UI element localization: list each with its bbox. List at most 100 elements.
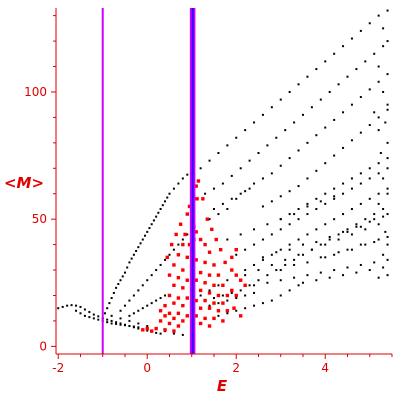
spectrum-point <box>253 243 256 246</box>
highlight-point <box>167 293 172 298</box>
spectrum-point <box>253 284 256 287</box>
highlight-point <box>238 314 243 318</box>
spectrum-point <box>337 233 340 236</box>
spectrum-point <box>159 207 162 210</box>
highlight-point <box>149 329 154 333</box>
spectrum-point <box>119 323 122 326</box>
spectrum-point <box>284 258 287 261</box>
highlight-point <box>181 319 185 323</box>
spectrum-point <box>106 321 109 324</box>
spectrum-point <box>297 185 300 188</box>
highlight-point <box>203 316 207 321</box>
highlight-point <box>158 319 163 323</box>
spectrum-point <box>386 243 389 246</box>
spectrum-point <box>337 83 340 86</box>
spectrum-point <box>288 90 291 93</box>
spectrum-point <box>279 269 282 272</box>
highlight-point <box>163 328 167 332</box>
spectrum-point <box>324 223 327 226</box>
highlight-point <box>141 328 145 332</box>
spectrum-point <box>324 202 327 205</box>
highlight-point <box>181 242 185 247</box>
spectrum-point <box>359 243 362 246</box>
spectrum-point <box>230 174 233 177</box>
spectrum-point <box>266 274 269 277</box>
spectrum-point <box>350 248 353 251</box>
spectrum-point <box>135 249 138 252</box>
spectrum-point <box>146 230 149 233</box>
spectrum-point <box>368 220 371 223</box>
spectrum-point <box>368 177 371 180</box>
spectrum-point <box>319 271 322 274</box>
spectrum-point <box>288 223 291 226</box>
spectrum-point <box>315 134 318 137</box>
spectrum-point <box>137 327 140 330</box>
highlight-point <box>194 184 198 188</box>
spectrum-point <box>350 103 353 106</box>
spectrum-point <box>217 213 220 216</box>
spectrum-point <box>148 227 151 230</box>
highlight-point <box>194 278 198 282</box>
spectrum-point <box>386 103 389 106</box>
spectrum-point <box>386 167 389 170</box>
spectrum-point <box>92 317 95 320</box>
highlight-point <box>198 270 203 275</box>
spectrum-point <box>208 304 211 307</box>
spectrum-point <box>261 113 264 116</box>
spectrum-point <box>377 129 380 132</box>
spectrum-point <box>226 299 229 302</box>
spectrum-point <box>377 238 380 241</box>
y-tick-label: 0 <box>39 339 47 353</box>
highlight-point <box>187 204 192 209</box>
spectrum-point <box>226 238 229 241</box>
spectrum-point <box>342 230 345 233</box>
spectrum-point <box>226 279 229 282</box>
highlight-point <box>203 281 207 285</box>
spectrum-point <box>110 319 113 322</box>
highlight-point <box>230 255 234 260</box>
spectrum-point <box>137 246 140 249</box>
spectrum-point <box>386 213 389 216</box>
spectrum-point <box>235 309 238 312</box>
spectrum-point <box>382 90 385 93</box>
spectrum-point <box>386 9 389 12</box>
x-tick-label: -2 <box>52 361 64 375</box>
spectrum-point <box>226 312 229 315</box>
highlight-point <box>216 293 221 298</box>
highlight-point <box>172 263 176 267</box>
spectrum-point <box>141 307 144 310</box>
spectrum-point <box>279 218 282 221</box>
highlight-point <box>196 179 201 183</box>
x-tick-label: 2 <box>232 361 240 375</box>
spectrum-point <box>88 311 91 314</box>
spectrum-point <box>208 159 211 162</box>
spectrum-point <box>306 177 309 180</box>
spectrum-point <box>333 118 336 121</box>
spectrum-point <box>342 146 345 149</box>
spectrum-point <box>333 269 336 272</box>
highlight-point <box>230 288 234 293</box>
highlight-point <box>207 291 212 295</box>
spectrum-point <box>155 331 158 334</box>
spectrum-point <box>270 106 273 109</box>
spectrum-point <box>350 233 353 236</box>
spectrum-point <box>297 253 300 256</box>
spectrum-point <box>279 248 282 251</box>
spectrum-point <box>377 162 380 165</box>
spectrum-point <box>212 187 215 190</box>
spectrum-point <box>306 261 309 264</box>
highlight-point <box>203 242 207 247</box>
spectrum-point <box>177 243 180 246</box>
spectrum-point <box>359 96 362 99</box>
spectrum-point <box>128 325 131 328</box>
spectrum-point <box>270 172 273 175</box>
spectrum-point <box>244 190 247 193</box>
highlight-point <box>167 311 172 315</box>
spectrum-point <box>324 256 327 259</box>
spectrum-point <box>293 121 296 124</box>
spectrum-point <box>337 238 340 241</box>
spectrum-point <box>319 256 322 259</box>
spectrum-point <box>342 213 345 216</box>
spectrum-point <box>199 167 202 170</box>
spectrum-point <box>306 213 309 216</box>
